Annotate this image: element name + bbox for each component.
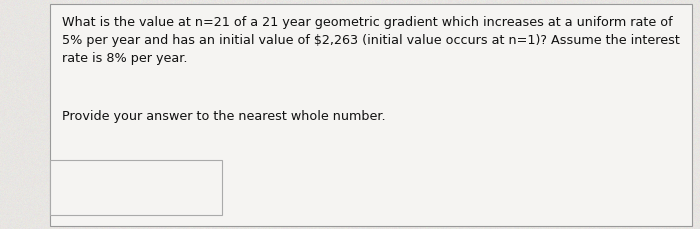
Text: Provide your answer to the nearest whole number.: Provide your answer to the nearest whole…	[62, 110, 385, 123]
Text: What is the value at n=21 of a 21 year geometric gradient which increases at a u: What is the value at n=21 of a 21 year g…	[62, 16, 680, 65]
FancyBboxPatch shape	[50, 4, 692, 226]
FancyBboxPatch shape	[50, 160, 222, 215]
